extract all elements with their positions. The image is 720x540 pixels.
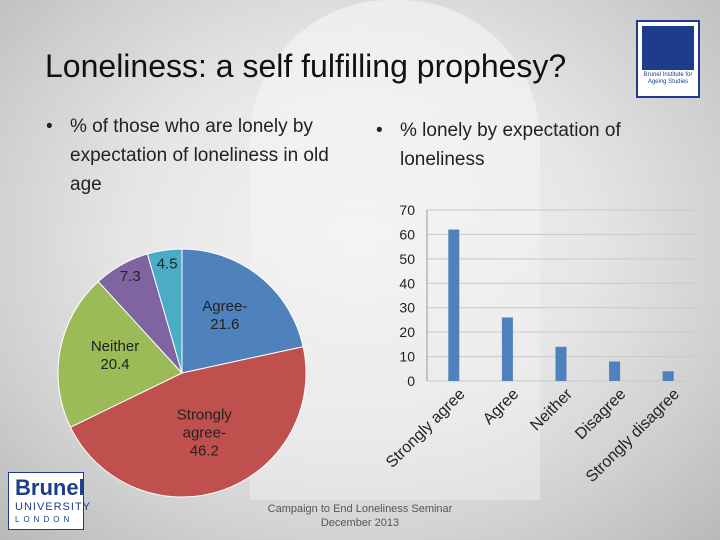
bar — [501, 317, 513, 381]
y-tick-label: 70 — [399, 202, 415, 218]
pie-slice-label: 7.3 — [120, 268, 141, 285]
bullet-left: • % of those who are lonely by expectati… — [46, 112, 360, 199]
bullet-left-text: % of those who are lonely by expectation… — [70, 116, 329, 195]
pie-slice — [69, 346, 307, 498]
y-tick-label: 10 — [399, 349, 415, 365]
slide-title: Loneliness: a self fulfilling prophesy? — [45, 48, 567, 84]
pie-slice-label: Neither 20.4 — [91, 338, 139, 373]
x-tick-label: Strongly agree — [383, 386, 469, 472]
pie-slice — [57, 280, 183, 428]
x-tick-label: Disagree — [572, 386, 629, 443]
brunel-logo: Brunel UNIVERSITY LONDON — [8, 472, 90, 530]
y-tick-label: 50 — [399, 251, 415, 267]
bullet-dot: • — [376, 120, 383, 141]
brunel-logo-sub: UNIVERSITY — [15, 501, 92, 513]
pie-slice — [146, 248, 183, 374]
bar — [609, 361, 621, 381]
brunel-logo-city: LONDON — [15, 515, 74, 524]
footer: Campaign to End Loneliness Seminar Decem… — [250, 502, 470, 530]
bullet-right: • % lonely by expectation of loneliness — [376, 116, 690, 174]
y-tick-label: 60 — [399, 226, 415, 242]
pie-slice-label: Strongly agree-46.2 — [177, 406, 233, 459]
y-tick-label: 40 — [399, 275, 415, 291]
bis-logo-text: Brunel Institute for Ageing Studies — [643, 72, 693, 85]
footer-line2: December 2013 — [320, 517, 400, 529]
pie-slice — [181, 248, 304, 374]
x-tick-label: Neither — [527, 385, 576, 434]
footer-line1: Campaign to End Loneliness Seminar — [267, 503, 453, 515]
y-tick-label: 20 — [399, 324, 415, 340]
pie-slice-label: Agree-21.6 — [202, 298, 247, 333]
bullet-dot: • — [46, 116, 53, 137]
bar — [555, 346, 567, 381]
y-tick-label: 0 — [407, 373, 415, 389]
bis-logo-emblem — [642, 26, 694, 70]
x-tick-label: Agree — [480, 386, 522, 428]
bis-logo: Brunel Institute for Ageing Studies — [636, 20, 700, 98]
x-tick-label: Strongly disagree — [583, 386, 683, 486]
bar — [662, 371, 674, 381]
bullet-right-text: % lonely by expectation of loneliness — [400, 120, 621, 170]
bar — [448, 229, 460, 381]
y-tick-label: 30 — [399, 300, 415, 316]
brunel-logo-name: Brunel — [15, 475, 85, 500]
pie-slice-label: 4.5 — [157, 256, 178, 273]
